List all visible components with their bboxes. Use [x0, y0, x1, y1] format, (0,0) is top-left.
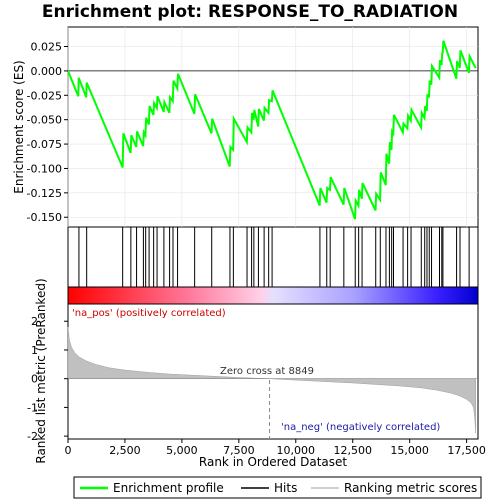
x-axis: 0 2,500 5,000 7,500 10,000 12,500 15,000 17,500 — [65, 439, 486, 457]
x-axis-title: Rank in Ordered Dataset — [199, 455, 347, 469]
es-y-tick-label: -0.075 — [27, 138, 62, 151]
es-y-tick-label: -0.125 — [27, 187, 62, 200]
rank-color-bar — [67, 286, 479, 305]
x-tick-label: 5,000 — [166, 444, 198, 457]
es-y-tick-label: 0.000 — [31, 65, 63, 78]
es-y-tick-label: -0.050 — [27, 114, 62, 127]
ranking-y-axis-title: Ranked list metric (PreRanked) — [34, 278, 48, 463]
x-tick-label: 12,500 — [333, 444, 372, 457]
enrichment-profile-line — [67, 40, 477, 220]
ranking-y-tick-label: 1 — [31, 344, 38, 357]
es-y-tick-label: -0.100 — [27, 162, 62, 175]
legend-label-enrichment: Enrichment profile — [113, 481, 224, 495]
negative-correlation-label: 'na_neg' (negatively correlated) — [281, 422, 440, 433]
legend-label-hits: Hits — [274, 481, 297, 495]
x-tick-label: 15,000 — [390, 444, 429, 457]
ranking-metric-area — [67, 326, 476, 434]
zero-cross-label: Zero cross at 8849 — [220, 366, 314, 377]
legend-box — [73, 476, 482, 499]
es-y-axis-title: Enrichment score (ES) — [12, 60, 26, 193]
enrichment-panel — [67, 26, 479, 228]
hits-panel — [67, 226, 479, 288]
ranking-y-tick-label: -1 — [27, 401, 38, 414]
es-y-tick-label: -0.150 — [27, 211, 62, 224]
legend: Enrichment profile Hits Ranking metric s… — [73, 476, 482, 499]
x-tick-label: 17,500 — [447, 444, 486, 457]
x-tick-label: 0 — [65, 444, 72, 457]
chart-title: Enrichment plot: RESPONSE_TO_RADIATION — [42, 2, 458, 22]
es-y-tick-label: 0.025 — [31, 41, 63, 54]
x-tick-label: 7,500 — [223, 444, 255, 457]
es-y-axis: -0.150 -0.125 -0.100 -0.075 -0.050 -0.025 0.00… — [27, 41, 68, 224]
positive-correlation-label: 'na_pos' (positively correlated) — [72, 308, 226, 319]
hits-marks — [78, 227, 470, 287]
es-y-tick-label: -0.025 — [27, 89, 62, 102]
legend-label-ranking: Ranking metric scores — [344, 481, 477, 495]
ranking-y-tick-label: -2 — [27, 430, 38, 443]
ranking-y-tick-label: 2 — [31, 315, 38, 328]
x-tick-label: 2,500 — [109, 444, 141, 457]
x-tick-label: 10,000 — [277, 444, 316, 457]
ranking-y-axis: -2 -1 0 1 2 — [27, 315, 68, 443]
ranking-y-tick-label: 0 — [31, 373, 38, 386]
